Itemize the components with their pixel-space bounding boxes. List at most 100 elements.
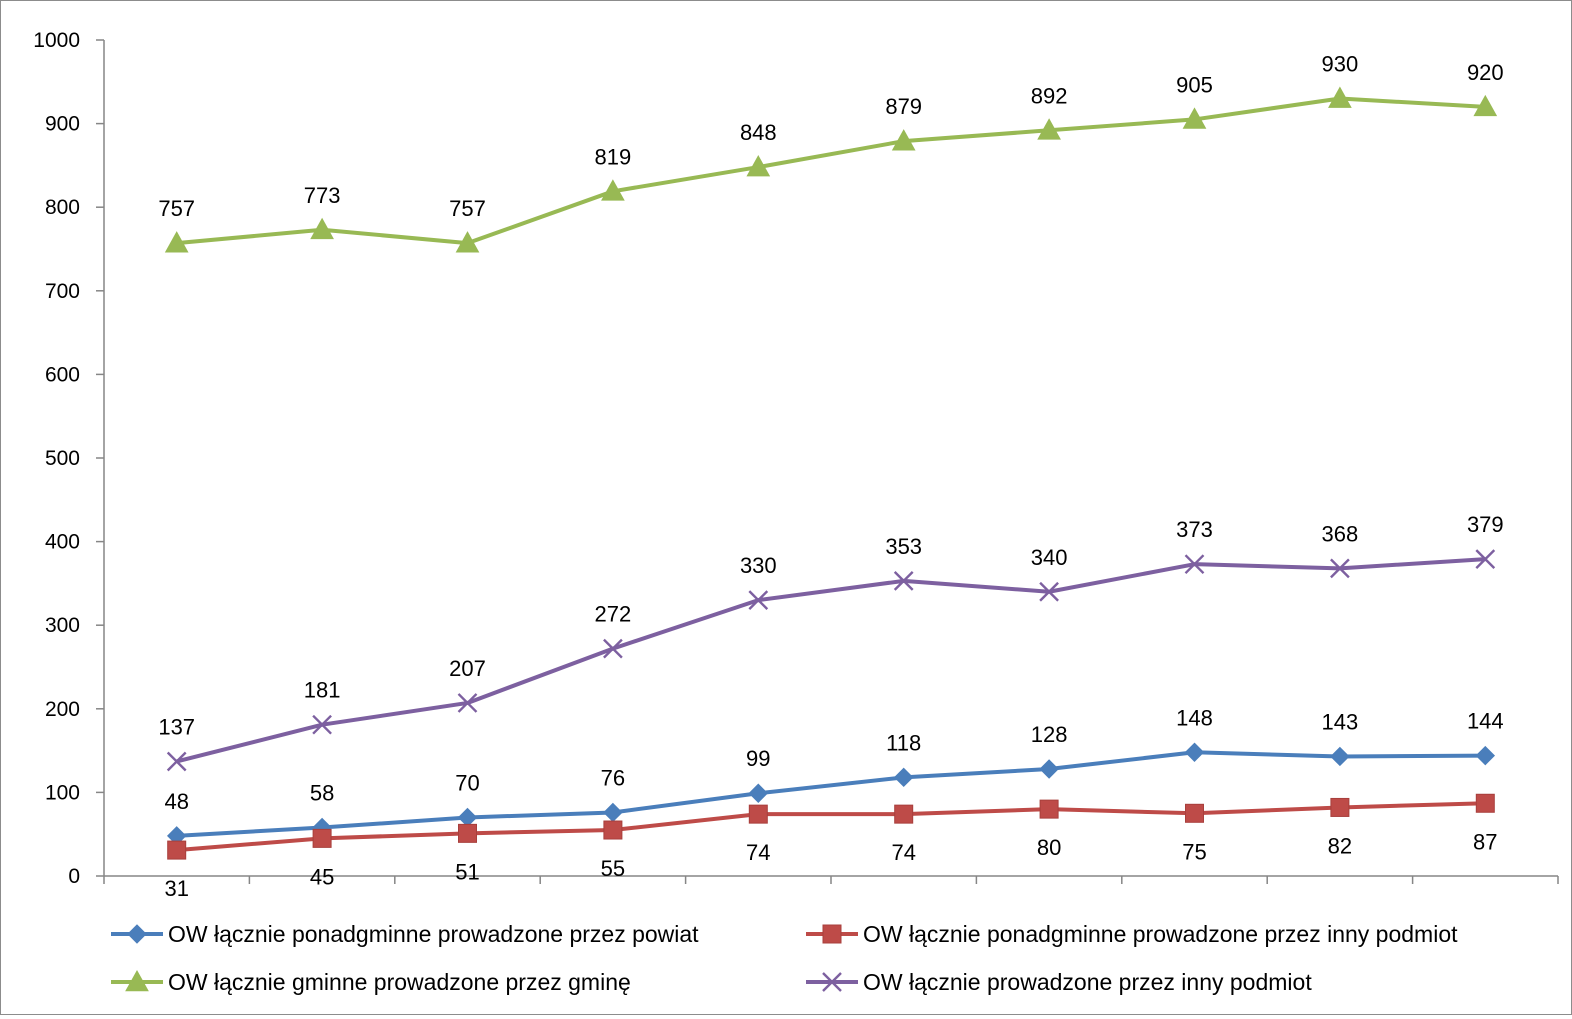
data-label-powiat: 48 [164, 789, 188, 814]
data-label-inny-podmiot: 207 [449, 656, 486, 681]
data-label-inny-podmiot: 340 [1031, 545, 1068, 570]
data-point-inny-podmiot [166, 751, 187, 772]
series-gmina [164, 86, 1498, 253]
data-point-inny-podmiot [1184, 554, 1205, 575]
data-label-powiat: 144 [1467, 709, 1504, 734]
data-point-inny-podmiot [1039, 581, 1059, 602]
data-label-ponadgminne-inny-podmiot: 80 [1037, 835, 1061, 860]
legend-label: OW łącznie gminne prowadzone przez gminę [168, 969, 631, 995]
series-ponadgminne-inny-podmiot [167, 793, 1495, 860]
data-point-powiat [1330, 746, 1350, 767]
data-point-gmina [1473, 94, 1498, 117]
data-label-gmina: 819 [595, 144, 632, 169]
data-point-inny-podmiot [603, 638, 623, 659]
data-label-ponadgminne-inny-podmiot: 87 [1473, 829, 1497, 854]
data-label-inny-podmiot: 373 [1176, 517, 1213, 542]
data-label-inny-podmiot: 181 [304, 678, 341, 703]
data-label-gmina: 892 [1031, 83, 1068, 108]
data-point-gmina [891, 129, 916, 151]
data-point-powiat [748, 783, 769, 803]
series-line-inny-podmiot [176, 557, 1486, 764]
legend-marker [125, 969, 149, 992]
data-label-powiat: 70 [455, 770, 479, 795]
series-powiat [166, 742, 1496, 846]
data-point-gmina [1037, 118, 1061, 140]
data-point-inny-podmiot [1330, 558, 1350, 579]
data-point-inny-podmiot [748, 590, 769, 610]
data-point-gmina [310, 217, 334, 240]
data-labels: 48 58 70 76 99 118 128 148 143 144 31 45 51 55 74 74 80 7… [158, 52, 1503, 902]
data-point-powiat [603, 802, 623, 823]
legend-label: OW łącznie ponadgminne prowadzone przez … [863, 921, 1458, 947]
legend-label: OW łącznie prowadzone przez inny podmiot [863, 969, 1312, 995]
data-point-gmina [601, 179, 625, 201]
legend: OW łącznie ponadgminne prowadzone przez … [111, 921, 1458, 995]
data-point-powiat [1039, 759, 1059, 779]
y-tick-label: 800 [45, 196, 80, 219]
data-label-gmina: 773 [304, 183, 341, 208]
data-label-gmina: 757 [449, 196, 486, 221]
y-tick-label: 0 [68, 865, 80, 888]
data-label-inny-podmiot: 137 [158, 714, 195, 739]
data-label-powiat: 76 [601, 765, 625, 790]
data-point-gmina [455, 231, 480, 253]
data-label-powiat: 128 [1031, 722, 1068, 747]
legend-marker [127, 924, 147, 944]
data-label-ponadgminne-inny-podmiot: 31 [164, 876, 188, 901]
data-label-gmina: 920 [1467, 60, 1504, 85]
data-point-inny-podmiot [457, 693, 478, 713]
data-point-powiat [893, 767, 914, 788]
data-point-ponadgminne-inny-podmiot [458, 823, 477, 843]
data-label-powiat: 148 [1176, 705, 1213, 730]
data-point-inny-podmiot [893, 571, 914, 591]
series-line-ponadgminne-inny-podmiot [176, 801, 1486, 853]
data-label-inny-podmiot: 353 [885, 534, 922, 559]
series-line-powiat [176, 750, 1486, 838]
data-point-powiat [1475, 745, 1496, 766]
data-point-ponadgminne-inny-podmiot [894, 804, 914, 824]
data-label-gmina: 930 [1322, 52, 1359, 77]
data-label-powiat: 58 [310, 781, 334, 806]
data-label-ponadgminne-inny-podmiot: 51 [455, 859, 479, 884]
data-point-gmina [746, 155, 771, 177]
data-point-ponadgminne-inny-podmiot [1039, 799, 1059, 819]
data-point-ponadgminne-inny-podmiot [312, 828, 332, 848]
legend-marker [822, 972, 842, 992]
data-label-powiat: 118 [886, 730, 921, 755]
y-tick-label: 900 [45, 113, 80, 136]
data-point-ponadgminne-inny-podmiot [1475, 793, 1495, 813]
data-label-ponadgminne-inny-podmiot: 75 [1182, 839, 1206, 864]
data-point-inny-podmiot [1475, 549, 1496, 570]
plot-area [164, 86, 1498, 860]
data-label-inny-podmiot: 330 [740, 553, 777, 578]
y-tick-label: 700 [45, 280, 80, 303]
data-label-inny-podmiot: 379 [1467, 512, 1504, 537]
data-label-ponadgminne-inny-podmiot: 74 [746, 840, 770, 865]
data-label-inny-podmiot: 368 [1322, 521, 1359, 546]
legend-item-inny-podmiot: OW łącznie prowadzone przez inny podmiot [806, 969, 1312, 995]
series-line-gmina [176, 96, 1486, 246]
y-tick-label: 200 [45, 698, 80, 721]
data-label-ponadgminne-inny-podmiot: 74 [891, 840, 915, 865]
data-point-ponadgminne-inny-podmiot [1330, 797, 1350, 817]
legend-item-gmina: OW łącznie gminne prowadzone przez gminę [111, 969, 631, 995]
data-point-gmina [164, 231, 189, 253]
legend-marker [822, 924, 842, 944]
data-label-gmina: 757 [158, 196, 195, 221]
series-inny-podmiot [166, 549, 1496, 772]
axes: 0 100 200 300 400 500 600 700 800 900 1000 [33, 29, 1559, 888]
data-label-powiat: 143 [1322, 709, 1359, 734]
data-label-gmina: 848 [740, 120, 777, 145]
data-point-inny-podmiot [312, 714, 332, 735]
data-point-powiat [457, 807, 478, 828]
y-tick-label: 600 [45, 363, 80, 386]
data-point-powiat [1184, 742, 1205, 762]
data-label-gmina: 905 [1176, 72, 1213, 97]
data-label-ponadgminne-inny-podmiot: 55 [601, 856, 625, 881]
data-point-gmina [1182, 107, 1207, 129]
y-tick-label: 300 [45, 614, 80, 637]
y-tick-label: 400 [45, 531, 80, 554]
y-tick-label: 500 [45, 447, 80, 470]
